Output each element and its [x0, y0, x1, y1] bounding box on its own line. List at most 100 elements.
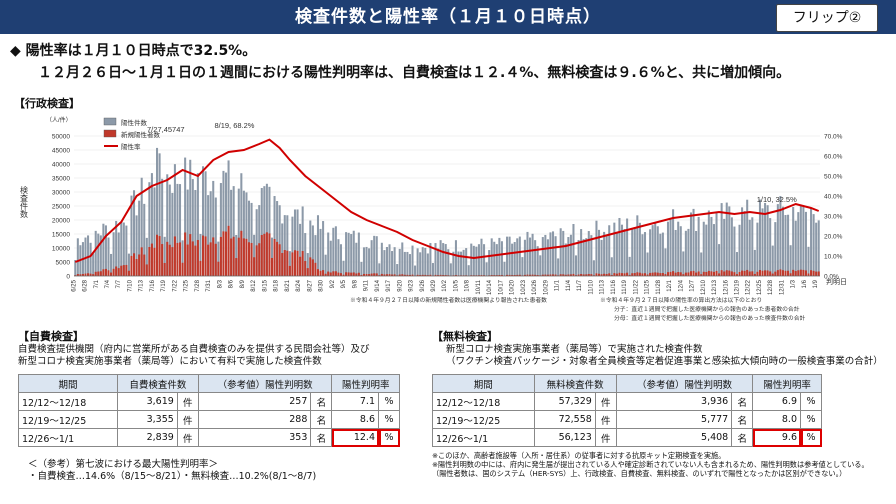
self-test-desc-2: 新型コロナ検査実施事業者（薬局等）において有料で実施した検査件数 [18, 356, 322, 367]
bar-total [401, 242, 404, 276]
bar-positive [168, 244, 171, 276]
bar-positive [516, 274, 519, 276]
bar-positive [357, 272, 360, 276]
bar-total [145, 237, 148, 276]
bar-positive [567, 274, 570, 276]
free-col-period: 期間 [432, 374, 535, 393]
bar-positive [306, 268, 309, 276]
bar-total [470, 243, 473, 276]
bar-total [656, 226, 659, 276]
bar-positive [569, 274, 572, 276]
x-tick: 1/6 [802, 279, 808, 288]
bar-total [564, 243, 567, 276]
bar-positive [513, 275, 516, 276]
bar-total [511, 243, 514, 276]
bar-positive [237, 237, 240, 276]
bar-positive [212, 237, 215, 276]
bar-positive [766, 270, 769, 276]
bar-positive [104, 268, 107, 276]
bar-positive [707, 270, 710, 276]
bar-total [219, 183, 222, 276]
bar-positive [523, 274, 526, 276]
pos-cell: 3,936 [615, 392, 733, 411]
x-tick: 9/26 [420, 279, 426, 291]
bar-total [350, 234, 353, 276]
bar-total [94, 230, 97, 276]
x-tick: 10/2 [442, 279, 448, 291]
bar-total [682, 251, 685, 276]
bar-total [552, 231, 555, 276]
x-tick: 12/31 [779, 279, 785, 295]
bar-positive [166, 241, 169, 276]
x-tick: 10/26 [532, 279, 538, 295]
legend-label: 陽性件数 [121, 118, 148, 127]
bar-positive [368, 274, 371, 276]
free-test-heading: 【無料検査】 [432, 330, 498, 343]
bar-positive [375, 273, 378, 276]
bar-positive [191, 241, 194, 276]
bar-total [472, 245, 475, 276]
bar-total [163, 236, 166, 276]
annotation-latest-rate: 1/10, 32.5% [757, 195, 797, 204]
bar-positive [613, 273, 616, 276]
bar-total [250, 202, 253, 276]
bar-positive [748, 271, 751, 276]
bar-total [661, 232, 664, 276]
bar-positive [393, 274, 396, 276]
count-cell: 3,355 [117, 410, 178, 429]
bar-total [339, 244, 342, 276]
bar-total [168, 184, 171, 276]
free-test-desc-1: 新型コロナ検査実施事業者（薬局等）で実施された検査件数 [446, 344, 703, 355]
bar-total [362, 247, 365, 276]
bar-total [608, 225, 611, 276]
bar-total [483, 244, 486, 276]
bar-total [659, 233, 662, 276]
self-test-section: 【自費検査】 自費検査提供機関（府内に営業所がある自費検査のみを提供する民間会社… [17, 328, 400, 483]
bar-total [488, 250, 491, 276]
bar-total [237, 188, 240, 276]
bar-positive [585, 274, 588, 276]
bar-positive [636, 272, 639, 276]
bar-positive [692, 270, 695, 276]
bar-positive [444, 275, 447, 276]
bar-total [490, 238, 493, 276]
bar-total [355, 242, 358, 276]
bar-positive [508, 274, 511, 276]
bar-total [171, 192, 174, 276]
x-tick: 7/28 [195, 279, 201, 291]
bar-total [544, 234, 547, 276]
chart-svg: 0 5000 10000 15000 20000 25000 30000 35000 40000… [20, 116, 848, 322]
section-admin-test: 【行政検査】 [14, 97, 80, 110]
bar-positive [761, 270, 764, 276]
x-tick: 7/13 [139, 279, 145, 291]
bar-positive [370, 273, 373, 276]
bar-positive [799, 269, 802, 276]
bar-total [125, 225, 128, 276]
bar-total [378, 263, 381, 276]
bar-positive [526, 274, 529, 276]
bar-positive [500, 275, 503, 276]
bar-positive [99, 271, 102, 276]
bar-total [452, 251, 455, 276]
x-tick: 11/16 [611, 279, 617, 294]
bar-positive [97, 271, 100, 276]
chart-note-right-1: ※令和４年９月２７日以降の陽性率の算出方法は以下のとおり [600, 296, 762, 304]
bar-positive [245, 238, 248, 276]
x-axis-label: 判明日 [826, 277, 847, 286]
period-cell: 12/19～12/25 [432, 410, 535, 429]
bar-total [523, 239, 526, 276]
bar-total [666, 221, 670, 276]
bar-total [534, 240, 537, 276]
bar-total [414, 265, 417, 276]
bar-positive [454, 275, 457, 276]
bar-total [304, 233, 307, 276]
bar-positive [273, 238, 276, 276]
bar-positive [214, 243, 217, 276]
x-tick: 9/23 [409, 279, 415, 291]
x-tick: 11/4 [566, 279, 572, 291]
bar-positive [638, 272, 641, 276]
bar-total [299, 223, 302, 276]
y-left-tick: 25000 [52, 204, 70, 211]
bar-positive [322, 270, 325, 276]
bar-positive [110, 272, 113, 276]
